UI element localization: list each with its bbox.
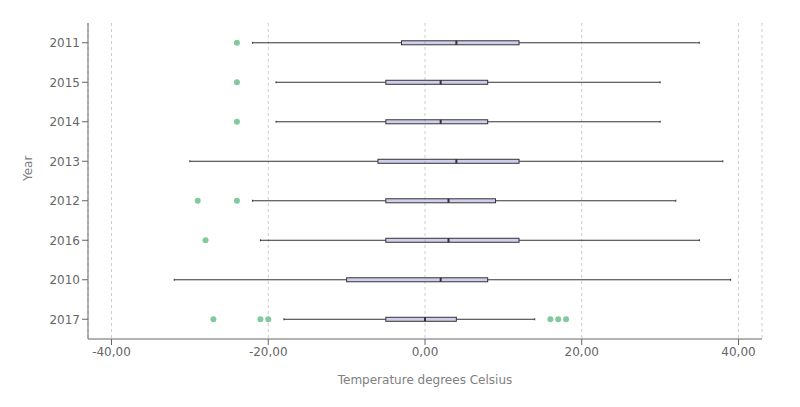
svg-text:Temperature degrees Celsius: Temperature degrees Celsius [337,373,513,387]
svg-text:2013: 2013 [49,155,80,169]
svg-text:20,00: 20,00 [565,345,599,359]
svg-text:2012: 2012 [49,194,80,208]
svg-text:2016: 2016 [49,234,80,248]
svg-text:-40,00: -40,00 [92,345,131,359]
svg-text:0,00: 0,00 [412,345,439,359]
svg-text:40,00: 40,00 [721,345,755,359]
svg-text:2010: 2010 [49,273,80,287]
svg-text:Year: Year [21,156,35,182]
svg-text:2011: 2011 [49,36,80,50]
svg-text:-20,00: -20,00 [249,345,288,359]
svg-text:2017: 2017 [49,313,80,327]
svg-text:2015: 2015 [49,76,80,90]
svg-text:2014: 2014 [49,115,80,129]
